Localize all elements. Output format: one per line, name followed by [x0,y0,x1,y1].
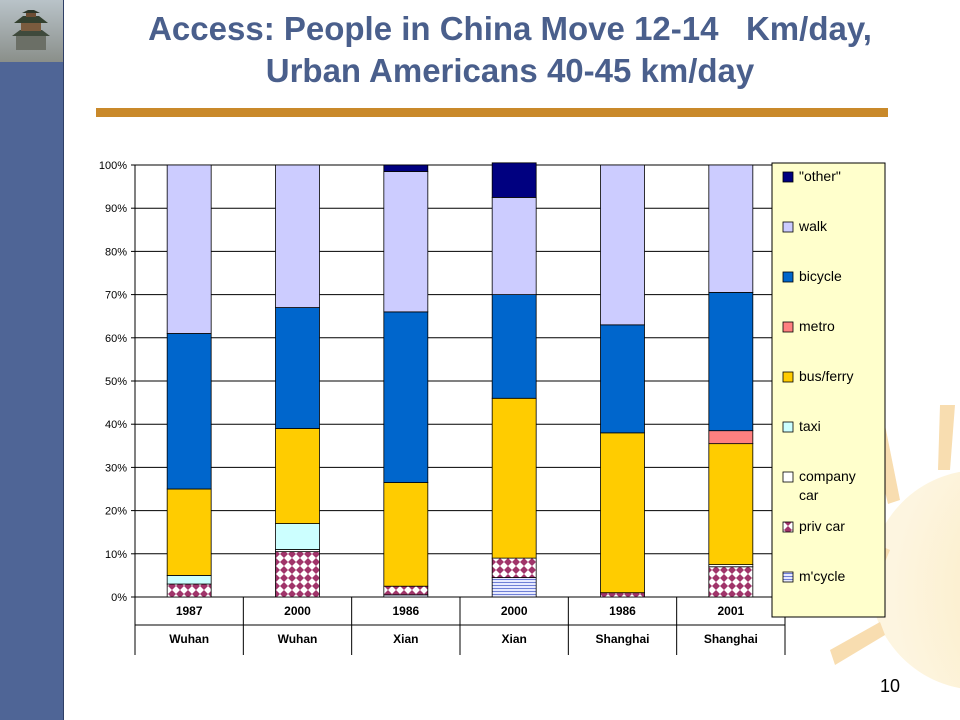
bar-segment [275,164,320,308]
legend-label: company [799,468,856,484]
bar-segment [708,430,754,445]
x-tick-city: Xian [501,632,526,646]
bar-segment [275,428,320,524]
title-line-1: Access: People in China Move 12-14 Km/da… [148,10,872,47]
bar-segment [275,551,320,598]
legend-swatch [782,271,794,283]
bar-segment [491,162,537,198]
legend-swatch [782,171,794,183]
legend-label: m'cycle [799,568,845,584]
legend-swatch [782,371,794,383]
legend-label: metro [799,318,835,334]
bar-segment [491,397,537,559]
bar-stack-2 [383,164,429,598]
bar-stack-4 [600,164,645,598]
y-tick-label: 30% [105,462,127,474]
x-tick-city: Wuhan [169,632,209,646]
y-axis-ticks: 0% 10% 20% 30% 40% 50% 60% 70% 80% 90% 100% [99,160,135,604]
legend-swatch [782,321,794,333]
y-tick-label: 0% [111,592,127,604]
x-tick-city: Wuhan [278,632,318,646]
legend-box [771,162,886,618]
legend-label: car [799,487,819,503]
slide-title: Access: People in China Move 12-14 Km/da… [70,8,950,92]
bar-segment [491,577,537,598]
bar-segment [600,432,645,594]
y-tick-label: 90% [105,203,127,215]
bar-stack-0 [166,164,212,598]
bar-stack-3 [491,162,537,598]
tower-icon [12,10,50,50]
bar-stack-5 [708,164,754,598]
bar-segment [600,592,645,598]
bar-segment [708,292,754,432]
x-tick-year: 2000 [284,604,311,618]
bar-segment [600,324,645,434]
x-tick-city: Xian [393,632,418,646]
y-tick-label: 20% [105,506,127,518]
x-tick-year: 2001 [717,604,744,618]
legend-label: "other" [799,168,841,184]
bars [166,162,754,598]
bar-segment [383,311,429,483]
legend-label: bicycle [799,268,842,284]
legend-swatch [782,571,794,583]
legend-swatch [782,221,794,233]
x-axis-categories: 1987 Wuhan 2000 Wuhan 1986 Xian 2000 Xian 1986 Sh… [134,597,786,655]
title-line-2: Urban Americans 40-45 km/day [265,52,755,89]
bar-segment [708,164,754,293]
y-tick-label: 70% [105,290,127,302]
legend-label: bus/ferry [799,368,853,384]
slide-number: 10 [880,676,901,696]
bar-segment [708,566,754,598]
legend: "other" walk bicycle metro bus/ferry taxi comp… [771,162,886,618]
x-tick-year: 1987 [176,604,203,618]
title-underline [96,108,888,117]
legend-label: priv car [799,518,845,534]
bar-segment [275,523,320,550]
y-tick-label: 50% [105,376,127,388]
bar-segment [383,482,429,587]
bar-segment [491,294,537,399]
bar-segment [166,574,212,585]
bar-segment [275,307,320,429]
x-tick-year: 1986 [609,604,636,618]
plot-grid [134,164,786,598]
bar-stack-1 [275,164,320,598]
bar-segment [166,488,212,576]
bar-segment [383,171,429,313]
y-tick-label: 10% [105,549,127,561]
x-tick-year: 2000 [501,604,528,618]
bar-segment [166,164,212,334]
legend-label: taxi [799,418,821,434]
drum-tower-photo [0,0,63,62]
x-tick-city: Shanghai [595,632,649,646]
y-tick-label: 40% [105,419,127,431]
bar-segment [383,585,429,596]
y-tick-label: 80% [105,246,127,258]
bar-segment [491,197,537,295]
bar-segment [600,164,645,326]
legend-swatch [782,471,794,483]
left-sidebar-band [0,0,64,720]
y-tick-label: 60% [105,333,127,345]
bar-segment [166,333,212,490]
legend-swatch [782,521,794,533]
mode-share-chart: 0% 10% 20% 30% 40% 50% 60% 70% 80% 90% 100% 1987 Wu… [99,160,886,655]
x-tick-year: 1986 [392,604,419,618]
x-tick-city: Shanghai [704,632,758,646]
legend-label: walk [798,218,828,234]
bar-segment [166,583,212,598]
bar-segment [383,164,429,172]
bar-segment [708,443,754,566]
y-tick-label: 100% [99,160,127,172]
bar-segment [491,557,537,578]
legend-swatch [782,421,794,433]
